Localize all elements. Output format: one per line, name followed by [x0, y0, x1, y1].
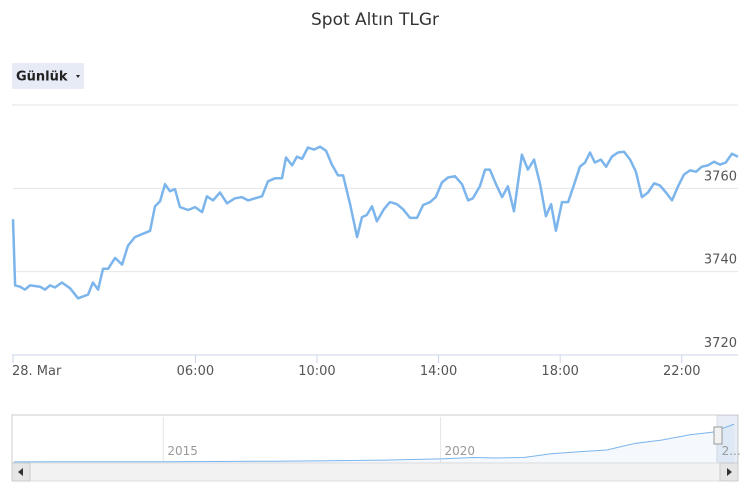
scrollbar-track[interactable]	[11, 462, 739, 482]
area	[13, 424, 735, 463]
navigator-handle[interactable]	[713, 426, 723, 445]
x-tick-label: 2020	[444, 444, 475, 458]
dropdown-arrow	[76, 75, 80, 78]
x-tick-label: 22:00	[663, 364, 700, 379]
x-tick-label: 2...	[722, 444, 741, 458]
scroll-left-arrow	[18, 468, 23, 476]
line	[11, 145, 739, 300]
chart-title: Spot Altın TLGr	[311, 10, 439, 30]
y-tick-label: 3740	[704, 253, 737, 268]
scroll-right-arrow	[727, 468, 732, 476]
x-tick-label: 28. Mar	[12, 364, 62, 379]
x-tick-label: 18:00	[541, 364, 578, 379]
x-tick-label: 2015	[167, 444, 198, 458]
line	[13, 423, 735, 463]
x-tick-label: 06:00	[177, 364, 214, 379]
range-button-label[interactable]: Günlük	[16, 70, 68, 85]
y-tick-label: 3720	[704, 336, 737, 351]
x-tick-label: 14:00	[420, 364, 457, 379]
y-tick-label: 3760	[704, 169, 737, 184]
x-tick-label: 10:00	[298, 364, 335, 379]
range-button[interactable]: Günlük	[12, 63, 84, 89]
range-button-bg[interactable]	[12, 63, 84, 89]
scrollbar[interactable]	[11, 462, 739, 482]
